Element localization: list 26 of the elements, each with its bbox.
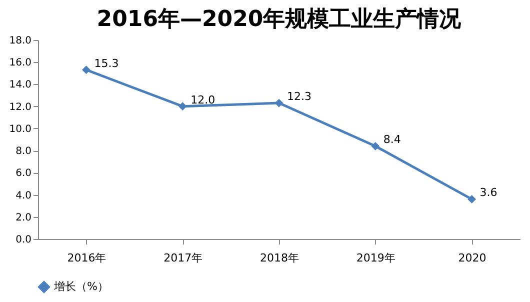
- y-tick-label: 18.0: [9, 36, 32, 46]
- y-tick-label: 10.0: [9, 124, 32, 135]
- y-tick-label: 8.0: [16, 146, 32, 158]
- y-tick-label: 2.0: [16, 212, 32, 224]
- point: [82, 66, 90, 74]
- point: [274, 98, 284, 108]
- y-tick-label: 4.0: [16, 190, 32, 202]
- y-tick-label: 6.0: [16, 168, 32, 180]
- y-tick-label: 16.0: [9, 58, 32, 69]
- data-label: 15.3: [94, 56, 119, 70]
- data-label: 12.0: [190, 93, 216, 106]
- data-label: 8.4: [383, 133, 401, 146]
- x-tick-label: 2018年: [260, 252, 299, 264]
- x-tick-label: 2020: [458, 252, 486, 264]
- legend-label: 增长（%）: [53, 280, 108, 293]
- data-label: 3.6: [480, 186, 498, 200]
- y-tick-label: 12.0: [9, 102, 32, 113]
- x-tick-label: 2016年: [67, 252, 106, 264]
- y-tick-label: 14.0: [9, 80, 32, 91]
- chart-title: 2016年—2020年规模工业生产情况: [96, 6, 462, 32]
- point: [468, 195, 476, 204]
- x-tick-label: 2019年: [356, 252, 396, 264]
- x-tick-label: 2017年: [164, 252, 203, 264]
- point: [371, 142, 380, 150]
- data-label: 12.3: [287, 90, 312, 104]
- y-tick-label: 0.0: [16, 234, 32, 246]
